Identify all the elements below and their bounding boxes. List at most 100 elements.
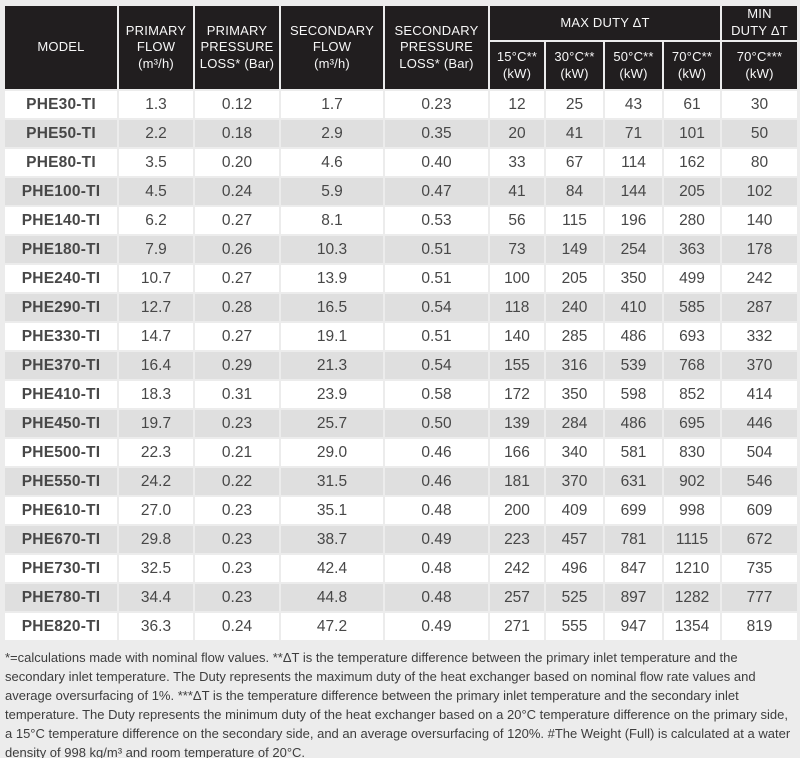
value-cell: 257 [488, 582, 546, 613]
value-cell: 41 [488, 176, 546, 207]
table-row: PHE30-TI 1.3 0.12 1.7 0.23 12 25 43 61 30 [3, 89, 799, 120]
value-cell: 672 [720, 524, 799, 555]
value-cell: 4.6 [279, 147, 385, 178]
value-cell: 181 [488, 466, 546, 497]
value-cell: 101 [662, 118, 722, 149]
value-cell: 0.54 [383, 350, 490, 381]
value-cell: 44.8 [279, 582, 385, 613]
value-cell: 0.26 [193, 234, 281, 265]
value-cell: 31.5 [279, 466, 385, 497]
table-row: PHE330-TI 14.7 0.27 19.1 0.51 140 285 486 693 332 [3, 321, 799, 352]
value-cell: 781 [603, 524, 664, 555]
table-row: PHE80-TI 3.5 0.20 4.6 0.40 33 67 114 162 80 [3, 147, 799, 178]
value-cell: 0.23 [383, 89, 490, 120]
model-cell: PHE30-TI [3, 89, 119, 120]
subcol-header-min-70c: 70°C*** (kW) [720, 40, 799, 91]
value-cell: 41 [544, 118, 605, 149]
value-cell: 0.47 [383, 176, 490, 207]
value-cell: 2.9 [279, 118, 385, 149]
value-cell: 819 [720, 611, 799, 642]
value-cell: 504 [720, 437, 799, 468]
value-cell: 6.2 [117, 205, 195, 236]
value-cell: 414 [720, 379, 799, 410]
table-body: PHE30-TI 1.3 0.12 1.7 0.23 12 25 43 61 30 PHE50-TI… [3, 89, 799, 642]
subcol-header-50c: 50°C** (kW) [603, 40, 664, 91]
value-cell: 29.8 [117, 524, 195, 555]
value-cell: 0.23 [193, 524, 281, 555]
value-cell: 287 [720, 292, 799, 323]
value-cell: 118 [488, 292, 546, 323]
value-cell: 29.0 [279, 437, 385, 468]
value-cell: 340 [544, 437, 605, 468]
subcol-header-15c: 15°C** (kW) [488, 40, 546, 91]
value-cell: 172 [488, 379, 546, 410]
value-cell: 242 [720, 263, 799, 294]
value-cell: 777 [720, 582, 799, 613]
value-cell: 0.18 [193, 118, 281, 149]
value-cell: 35.1 [279, 495, 385, 526]
col-header-model: MODEL [3, 4, 119, 91]
value-cell: 609 [720, 495, 799, 526]
value-cell: 581 [603, 437, 664, 468]
value-cell: 200 [488, 495, 546, 526]
value-cell: 67 [544, 147, 605, 178]
phe-spec-table: MODEL PRIMARY FLOW (m³/h) PRIMARY PRESSU… [3, 4, 799, 642]
value-cell: 496 [544, 553, 605, 584]
value-cell: 149 [544, 234, 605, 265]
table-row: PHE820-TI 36.3 0.24 47.2 0.49 271 555 947 1354 81… [3, 611, 799, 642]
value-cell: 998 [662, 495, 722, 526]
value-cell: 0.53 [383, 205, 490, 236]
value-cell: 1.3 [117, 89, 195, 120]
model-cell: PHE50-TI [3, 118, 119, 149]
value-cell: 0.29 [193, 350, 281, 381]
value-cell: 555 [544, 611, 605, 642]
value-cell: 0.48 [383, 582, 490, 613]
value-cell: 23.9 [279, 379, 385, 410]
value-cell: 332 [720, 321, 799, 352]
value-cell: 115 [544, 205, 605, 236]
table-row: PHE550-TI 24.2 0.22 31.5 0.46 181 370 631 902 546 [3, 466, 799, 497]
value-cell: 56 [488, 205, 546, 236]
value-cell: 0.46 [383, 437, 490, 468]
value-cell: 1210 [662, 553, 722, 584]
value-cell: 699 [603, 495, 664, 526]
value-cell: 525 [544, 582, 605, 613]
value-cell: 144 [603, 176, 664, 207]
value-cell: 280 [662, 205, 722, 236]
value-cell: 240 [544, 292, 605, 323]
value-cell: 140 [720, 205, 799, 236]
value-cell: 585 [662, 292, 722, 323]
model-cell: PHE670-TI [3, 524, 119, 555]
value-cell: 254 [603, 234, 664, 265]
value-cell: 196 [603, 205, 664, 236]
value-cell: 852 [662, 379, 722, 410]
subcol-header-30c: 30°C** (kW) [544, 40, 605, 91]
value-cell: 162 [662, 147, 722, 178]
table-row: PHE290-TI 12.7 0.28 16.5 0.54 118 240 410 585 287 [3, 292, 799, 323]
value-cell: 139 [488, 408, 546, 439]
value-cell: 0.21 [193, 437, 281, 468]
model-cell: PHE610-TI [3, 495, 119, 526]
model-cell: PHE290-TI [3, 292, 119, 323]
table-row: PHE370-TI 16.4 0.29 21.3 0.54 155 316 539 768 370 [3, 350, 799, 381]
col-header-primary-flow: PRIMARY FLOW (m³/h) [117, 4, 195, 91]
table-row: PHE670-TI 29.8 0.23 38.7 0.49 223 457 781 1115 67… [3, 524, 799, 555]
value-cell: 205 [544, 263, 605, 294]
group-header-max-duty: MAX DUTY ΔT [488, 4, 722, 42]
value-cell: 27.0 [117, 495, 195, 526]
value-cell: 73 [488, 234, 546, 265]
value-cell: 10.3 [279, 234, 385, 265]
value-cell: 409 [544, 495, 605, 526]
value-cell: 0.40 [383, 147, 490, 178]
value-cell: 947 [603, 611, 664, 642]
value-cell: 25 [544, 89, 605, 120]
value-cell: 0.22 [193, 466, 281, 497]
model-cell: PHE370-TI [3, 350, 119, 381]
value-cell: 47.2 [279, 611, 385, 642]
table-row: PHE450-TI 19.7 0.23 25.7 0.50 139 284 486 695 446 [3, 408, 799, 439]
model-cell: PHE820-TI [3, 611, 119, 642]
value-cell: 205 [662, 176, 722, 207]
value-cell: 166 [488, 437, 546, 468]
table-row: PHE410-TI 18.3 0.31 23.9 0.58 172 350 598 852 414 [3, 379, 799, 410]
value-cell: 18.3 [117, 379, 195, 410]
